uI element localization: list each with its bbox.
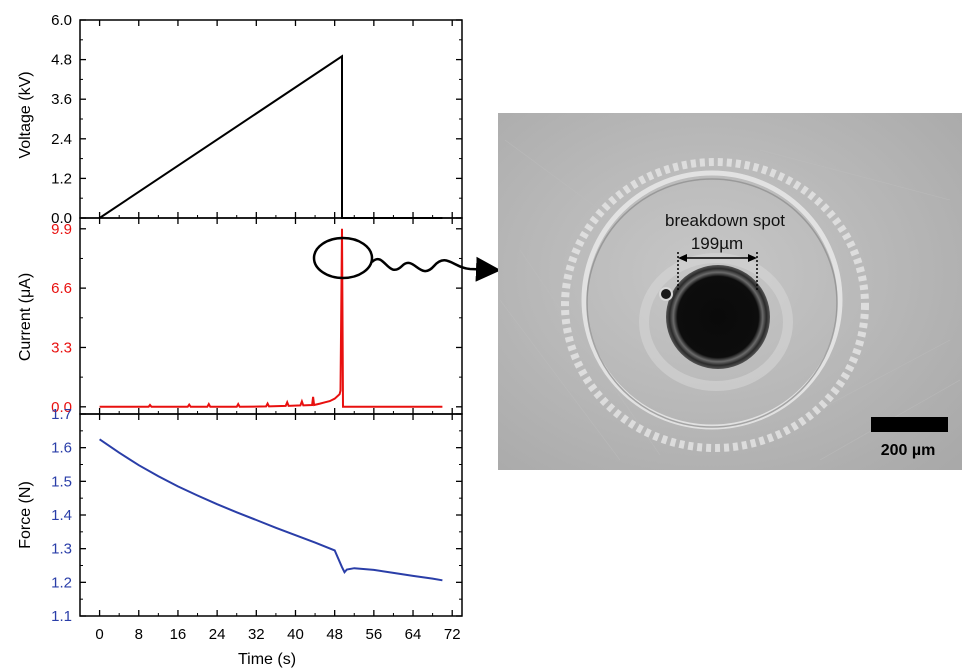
voltage-panel: 0.0 1.2 2.4 3.6 4.8 6.0 — [51, 12, 463, 227]
current-plot-frame — [79, 217, 463, 415]
time-x-tick-label: 16 — [170, 626, 187, 643]
scale-bar — [871, 417, 948, 432]
force-y-tick-label: 1.4 — [51, 507, 72, 524]
time-x-tick-label: 32 — [248, 626, 265, 643]
dimension-arrow-right — [748, 254, 757, 262]
time-x-tick-label: 72 — [444, 626, 461, 643]
force-y-tick-label: 1.2 — [51, 574, 72, 591]
voltage-y-tick-label: 6.0 — [51, 12, 72, 29]
breakdown-spot-label: breakdown spot — [665, 211, 785, 230]
micrograph: breakdown spot 199µm 200 µm — [498, 113, 962, 470]
force-y-tick-label: 1.3 — [51, 541, 72, 558]
current-panel: 0.0 3.3 6.6 9.9 — [51, 217, 463, 416]
breakdown-hole — [666, 265, 770, 369]
voltage-y-tick-label: 3.6 — [51, 91, 72, 108]
voltage-axis-title: Voltage (kV) — [17, 71, 34, 158]
current-series-line — [99, 228, 443, 408]
current-y-tick-label: 9.9 — [51, 221, 72, 238]
outer-damage-ring — [561, 158, 869, 452]
force-y-tick-label: 1.5 — [51, 473, 72, 490]
dimension-arrow-left — [678, 254, 687, 262]
current-y-tick-label: 3.3 — [51, 339, 72, 356]
time-x-tick-label: 24 — [209, 626, 226, 643]
time-x-tick-label: 48 — [326, 626, 343, 643]
voltage-series-line — [99, 54, 443, 219]
time-x-tick-label: 0 — [95, 626, 103, 643]
force-plot-frame — [79, 413, 463, 617]
voltage-y-tick-label: 2.4 — [51, 131, 72, 148]
small-crater — [659, 287, 673, 301]
time-x-tick-label: 40 — [287, 626, 304, 643]
force-axis-title: Force (N) — [17, 481, 34, 549]
current-axis-title: Current (μA) — [17, 273, 34, 361]
voltage-y-tick-label: 0.0 — [51, 210, 72, 227]
force-y-tick-label: 1.1 — [51, 608, 72, 625]
voltage-plot-frame — [79, 19, 463, 219]
current-y-tick-label: 6.6 — [51, 280, 72, 297]
force-series-line — [99, 438, 443, 582]
diameter-label: 199µm — [691, 234, 743, 253]
voltage-y-tick-label: 1.2 — [51, 170, 72, 187]
force-y-tick-label: 1.6 — [51, 440, 72, 457]
time-x-tick-label: 8 — [135, 626, 143, 643]
voltage-y-tick-label: 4.8 — [51, 52, 72, 69]
scale-bar-label: 200 µm — [881, 442, 936, 459]
time-x-tick-label: 64 — [405, 626, 422, 643]
current-y-tick-label: 0.0 — [51, 399, 72, 416]
callout-ellipse — [312, 236, 374, 280]
inner-ring-shadow — [586, 178, 838, 428]
time-x-tick-label: 56 — [366, 626, 383, 643]
force-panel: 1.1 1.2 1.3 1.4 1.5 1.6 1.7 0 8 16 24 32 40 48 56 64 72 — [51, 406, 463, 643]
callout-arrow — [371, 256, 501, 282]
force-y-tick-label: 1.7 — [51, 406, 72, 423]
time-axis-title: Time (s) — [238, 651, 296, 668]
